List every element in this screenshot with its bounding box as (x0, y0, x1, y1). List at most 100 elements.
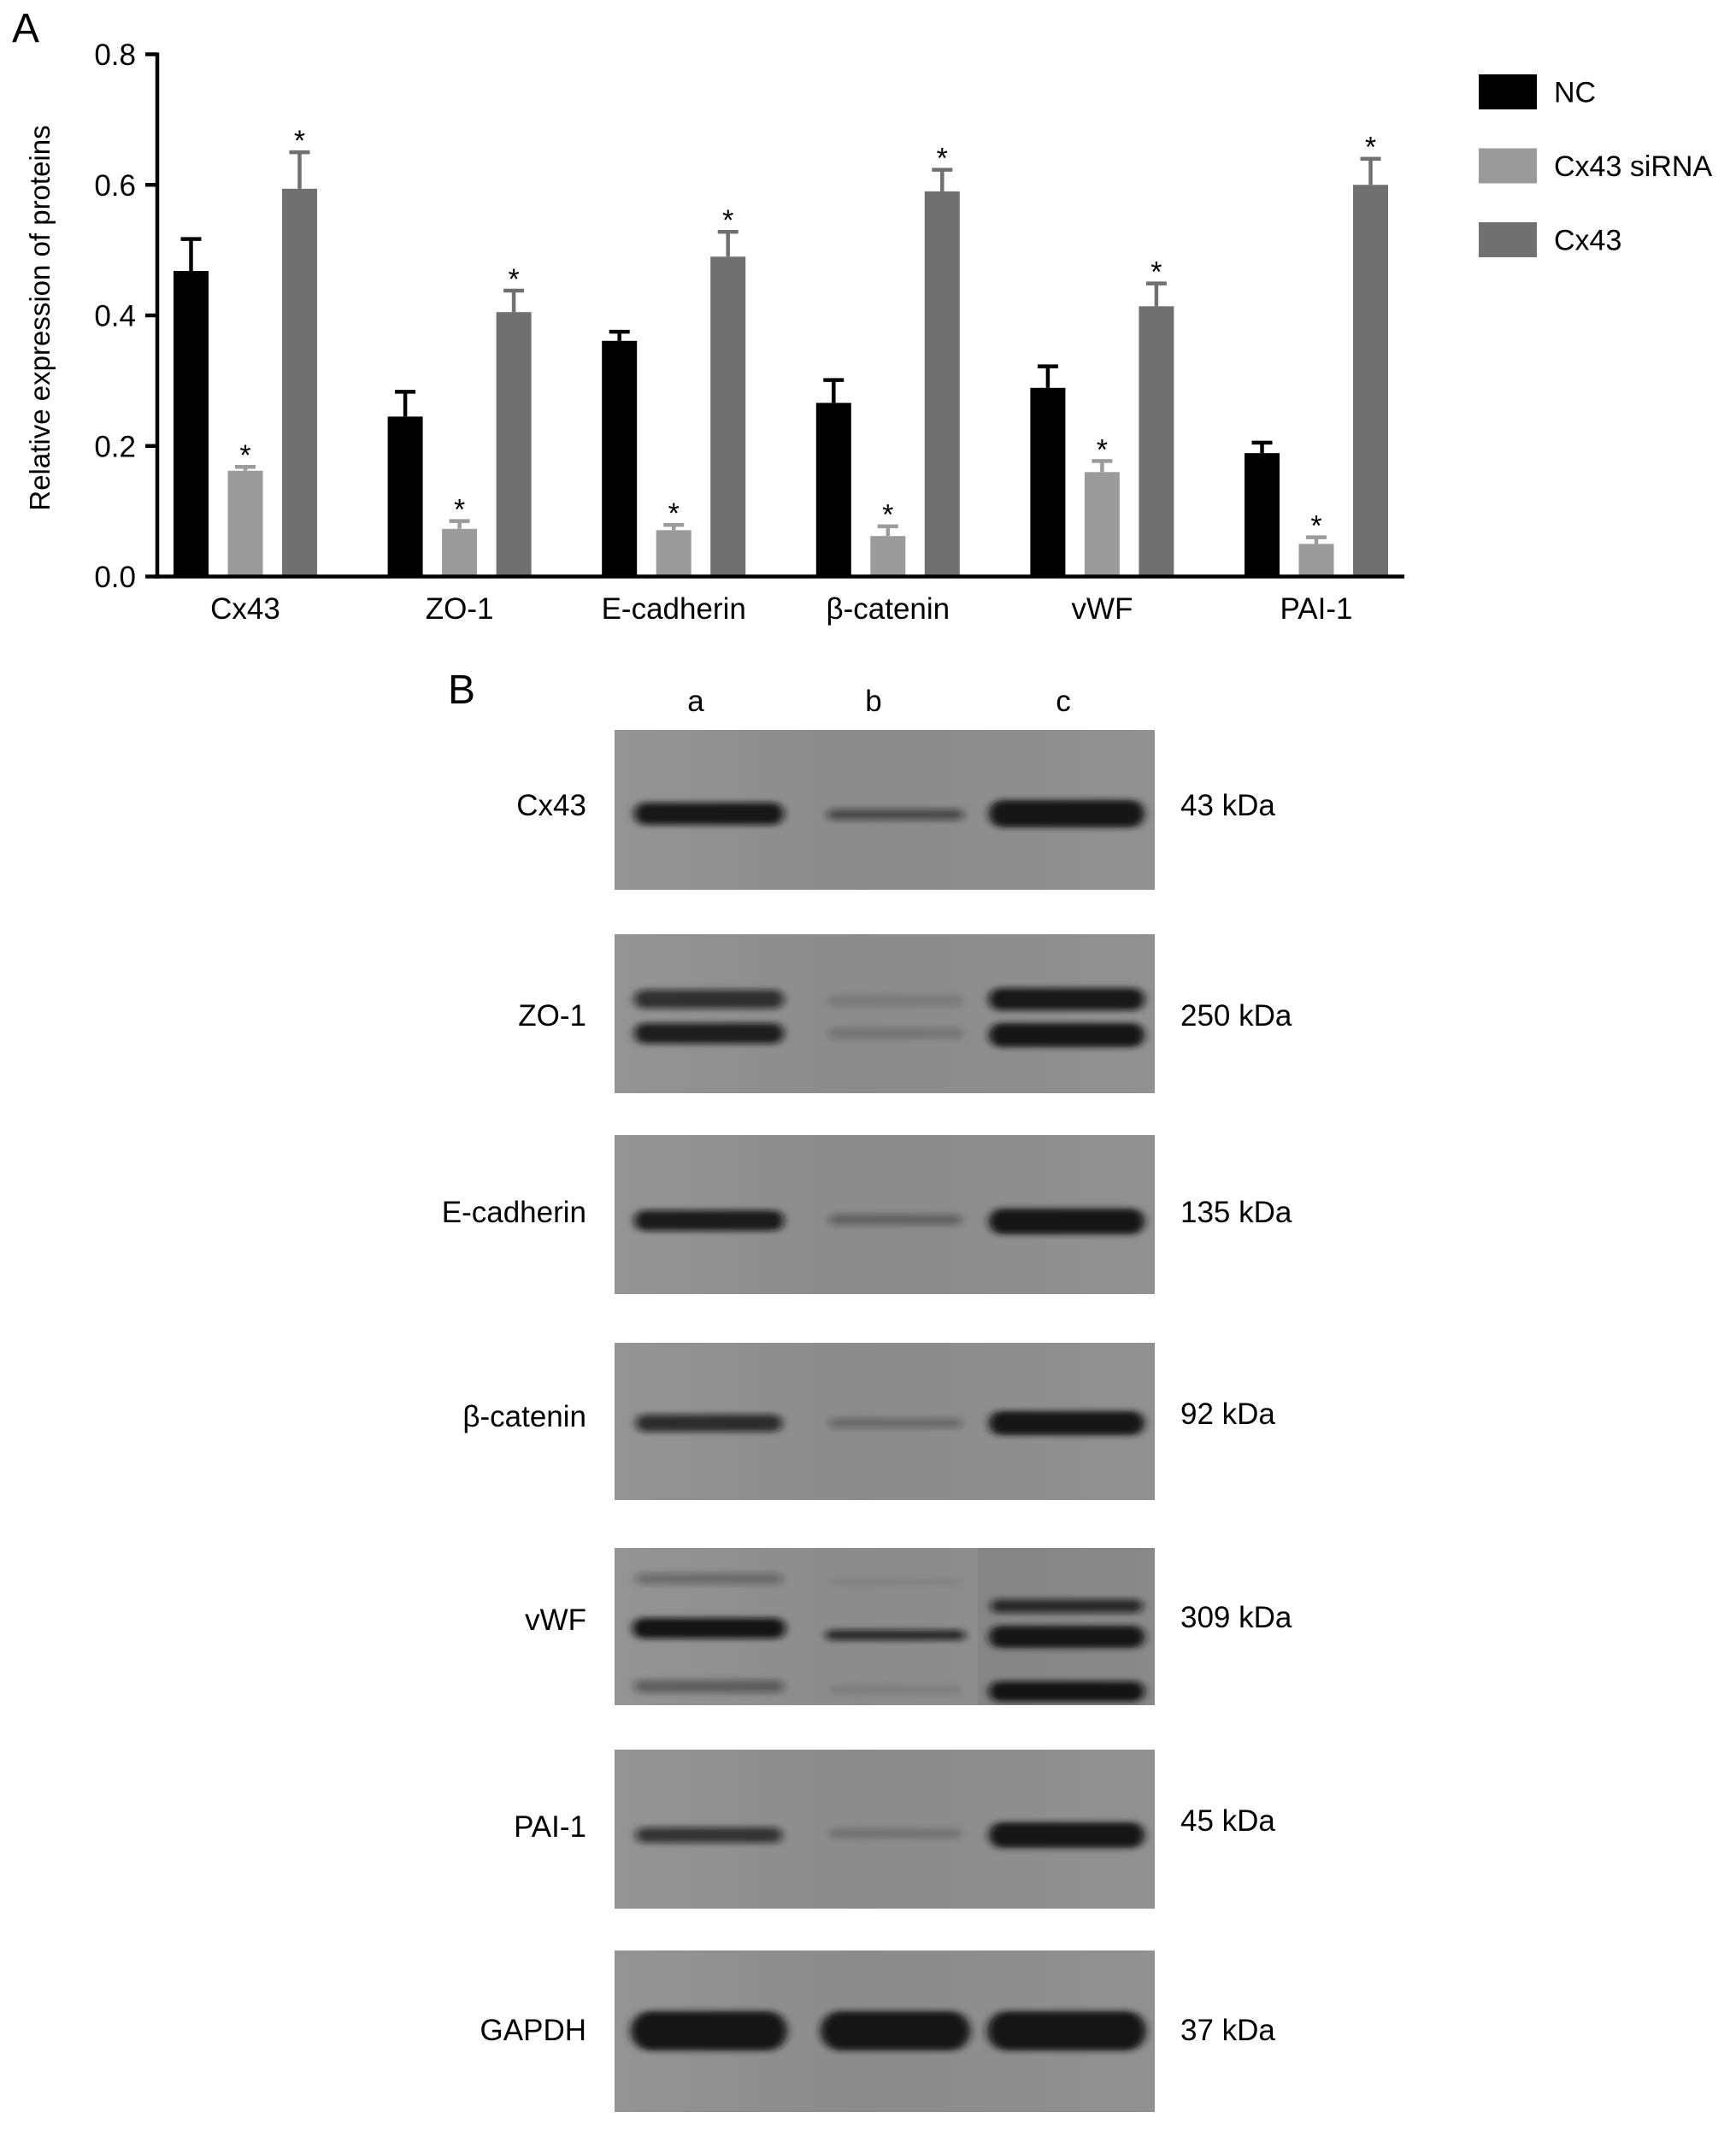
y-tick-label: 0.8 (94, 38, 136, 72)
blot-band (829, 1828, 962, 1839)
x-category-label: E-cadherin (602, 592, 746, 626)
blot-panel-cx43 (615, 730, 1155, 890)
blot-band (989, 800, 1145, 827)
bar-cx43-sirna-cx43 (227, 470, 263, 577)
y-axis-title: Relative expression of proteins (24, 125, 56, 510)
blot-band (827, 1027, 963, 1039)
bar-nc-pai-1 (1245, 453, 1280, 577)
bar-cx43-pai-1 (1353, 185, 1388, 577)
significance-marker: * (722, 204, 733, 237)
y-tick-label: 0.2 (94, 430, 136, 463)
blot-band (991, 1599, 1143, 1613)
lane-label-a: a (687, 685, 704, 718)
blot-size-label: 250 kDa (1180, 999, 1292, 1033)
x-category-label: vWF (1071, 592, 1133, 626)
blot-size-label: 45 kDa (1180, 1804, 1275, 1838)
y-tick-label: 0.4 (94, 300, 136, 333)
blot-panel-gapdh (615, 1951, 1155, 2112)
blot-band (829, 1215, 962, 1225)
blot-band (634, 803, 784, 825)
legend-swatch-cx43-sirna (1479, 148, 1537, 184)
blot-panel-pai1 (615, 1750, 1155, 1909)
blot-band (989, 1626, 1145, 1648)
x-category-label: β-catenin (826, 592, 950, 626)
lane-label-b: b (865, 685, 882, 718)
significance-marker: * (1097, 433, 1108, 466)
blot-panel-e-cadherin (615, 1135, 1155, 1294)
blot-band (636, 1827, 782, 1843)
bar-nc-catenin (815, 403, 851, 577)
significance-marker: * (239, 439, 250, 472)
y-tick-label: 0.6 (94, 169, 136, 203)
bar-cx43-sirna-zo-1 (442, 528, 478, 577)
bar-nc-e-cadherin (602, 340, 638, 577)
blot-band (989, 988, 1145, 1010)
blot-band (631, 2011, 787, 2051)
legend-swatch-nc (1479, 74, 1537, 109)
bar-chart: * * * * * * * * * * * * 0.0 0.2 0.4 0.6 0.8 Relative expr… (24, 38, 1712, 626)
blot-image (636, 1822, 1145, 1848)
bar-nc-zo-1 (387, 416, 423, 577)
blot-band (989, 1209, 1145, 1234)
blot-band (636, 1415, 782, 1432)
blot-band (826, 1630, 965, 1640)
blot-protein-label: E-cadherin (441, 1196, 586, 1229)
blot-image (631, 2011, 1146, 2051)
significance-marker: * (454, 494, 465, 527)
blot-panel-beta-catenin (615, 1343, 1155, 1500)
bar-cx43-sirna-pai-1 (1298, 544, 1334, 577)
y-tick-label: 0.0 (94, 561, 136, 594)
blot-size-label: 92 kDa (1180, 1397, 1275, 1431)
bar-cx43-e-cadherin (710, 256, 746, 577)
blot-band (989, 1023, 1145, 1047)
blot-protein-label: Cx43 (516, 789, 586, 822)
bar-cx43-sirna-catenin (870, 536, 906, 577)
blot-band (821, 2011, 970, 2051)
bar-cx43-sirna-vwf (1084, 472, 1120, 577)
panel-label-a: A (12, 6, 40, 51)
blot-panel-vwf (615, 1548, 1155, 1705)
panel-label-b: B (448, 668, 476, 713)
legend-label: Cx43 (1554, 225, 1621, 257)
blot-image (636, 1411, 1145, 1435)
blot-band (989, 1681, 1145, 1702)
blot-band (634, 1680, 784, 1693)
bar-cx43-vwf (1139, 306, 1174, 577)
blot-band (636, 1573, 782, 1585)
blot-band (634, 990, 784, 1009)
significance-marker: * (1150, 256, 1162, 289)
blot-band (634, 1023, 784, 1044)
blot-image (634, 1209, 1145, 1234)
blot-band (989, 1411, 1145, 1435)
blot-protein-label: β-catenin (462, 1400, 586, 1433)
significance-marker: * (1310, 510, 1321, 543)
blot-protein-label: ZO-1 (518, 999, 586, 1033)
blot-size-label: 37 kDa (1180, 2014, 1275, 2047)
blot-band (634, 1210, 784, 1231)
legend-label: Cx43 siRNA (1554, 150, 1712, 183)
bar-cx43-sirna-e-cadherin (656, 530, 691, 577)
blot-protein-label: GAPDH (480, 2014, 586, 2047)
blot-image (634, 800, 1145, 827)
x-category-label: PAI-1 (1280, 592, 1353, 626)
significance-marker: * (668, 497, 680, 530)
blot-band (829, 1418, 962, 1428)
blot-size-label: 135 kDa (1180, 1196, 1292, 1229)
significance-marker: * (882, 499, 893, 532)
bar-cx43-cx43 (282, 188, 317, 577)
bar-nc-cx43 (174, 271, 209, 577)
significance-marker: * (937, 143, 948, 175)
blot-band (633, 1618, 786, 1639)
x-category-label: Cx43 (210, 592, 280, 626)
lane-label-c: c (1056, 685, 1071, 718)
significance-marker: * (508, 263, 519, 296)
blot-protein-label: PAI-1 (514, 1810, 586, 1844)
significance-marker: * (294, 125, 305, 157)
bar-cx43-zo-1 (496, 312, 532, 577)
blot-size-label: 309 kDa (1180, 1601, 1292, 1634)
bar-nc-vwf (1030, 387, 1066, 577)
blot-size-label: 43 kDa (1180, 789, 1275, 822)
significance-marker: * (1365, 132, 1376, 164)
blot-image (633, 1548, 1155, 1705)
legend-swatch-cx43 (1479, 222, 1537, 257)
